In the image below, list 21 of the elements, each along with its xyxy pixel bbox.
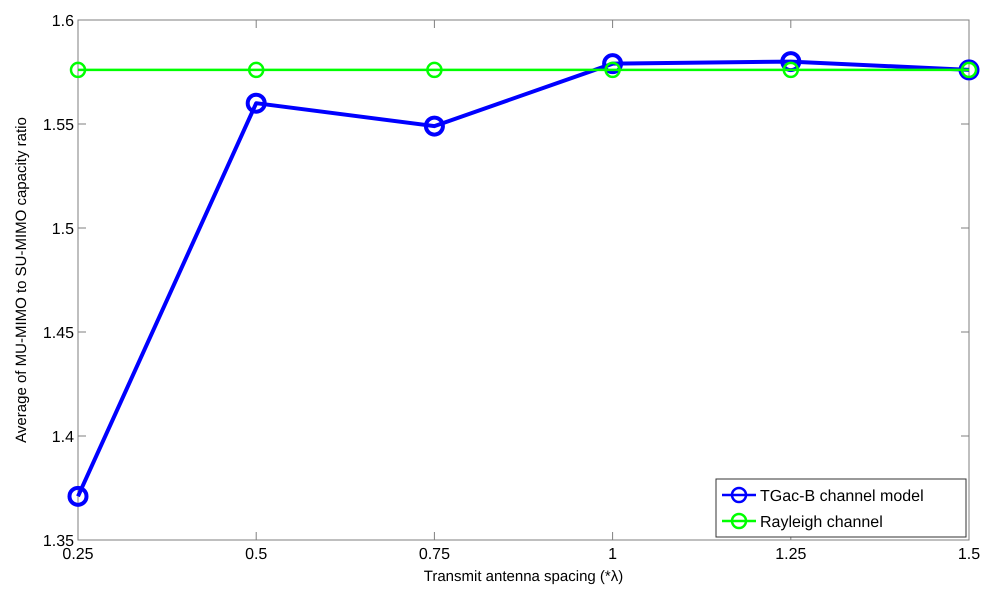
x-tick-label: 0.25 <box>62 546 94 563</box>
x-axis-title: Transmit antenna spacing (*λ) <box>424 568 624 585</box>
y-tick-label: 1.4 <box>52 429 74 446</box>
x-tick-label: 1.5 <box>958 546 980 563</box>
y-tick-label: 1.45 <box>42 325 74 342</box>
point <box>426 62 443 78</box>
x-tick-label: 0.5 <box>245 546 268 563</box>
point <box>68 486 88 507</box>
y-tick-label: 1.55 <box>42 117 74 134</box>
y-axis-title: Average of MU-MIMO to SU-MIMO capacity ratio <box>13 117 30 443</box>
point <box>246 92 267 114</box>
y-tick-label: 1.6 <box>52 13 74 30</box>
point <box>248 62 264 78</box>
x-tick-label: 0.75 <box>418 546 450 563</box>
legend-label: TGac-B channel model <box>760 488 924 505</box>
point <box>424 116 445 137</box>
point <box>70 62 86 78</box>
y-tick-label: 1.5 <box>52 221 74 238</box>
x-tick-label: 1 <box>608 546 618 563</box>
legend-label: Rayleigh channel <box>760 514 883 531</box>
x-tick-label: 1.25 <box>775 546 806 563</box>
